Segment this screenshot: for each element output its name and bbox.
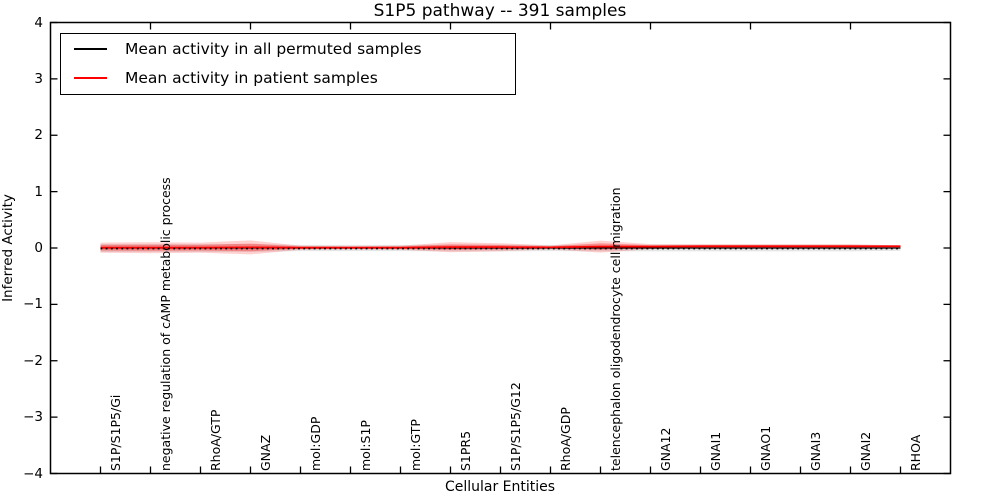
y-tick-label: −3	[23, 409, 43, 426]
y-tick-label: −2	[23, 352, 43, 369]
y-tick-label: −4	[23, 465, 43, 482]
x-tick-label: negative regulation of cAMP metabolic pr…	[157, 177, 173, 471]
series-line-1	[100, 245, 901, 249]
y-tick-label: 3	[34, 70, 43, 87]
x-tick-label: S1PR5	[457, 430, 473, 471]
legend-label-patient: Mean activity in patient samples	[125, 68, 378, 87]
x-tick-label: GNAO1	[757, 425, 773, 471]
x-tick-label: mol:GDP	[307, 416, 323, 471]
x-tick-label: GNAI1	[707, 431, 723, 471]
x-tick-label: RhoA/GDP	[557, 407, 573, 471]
x-tick-label: S1P/S1P5/G12	[507, 382, 523, 471]
x-tick-label: GNA12	[657, 427, 673, 472]
y-tick-label: −1	[23, 296, 43, 313]
y-tick-label: 0	[34, 240, 43, 256]
x-tick-label: S1P/S1P5/Gi	[107, 394, 123, 471]
x-tick-label: telencephalon oligodendrocyte cell migra…	[607, 187, 623, 471]
legend-entry-permuted: Mean activity in all permuted samples	[61, 34, 515, 63]
x-tick-label: mol:S1P	[357, 420, 373, 471]
legend: Mean activity in all permuted samples Me…	[60, 33, 516, 95]
patient-line-swatch	[74, 76, 107, 79]
x-tick-label: GNAZ	[257, 434, 273, 471]
chart-title: S1P5 pathway -- 391 samples	[373, 1, 627, 21]
x-tick-label: RhoA/GTP	[207, 409, 223, 471]
x-tick-label: GNAI3	[807, 431, 823, 471]
x-tick-label: GNAI2	[857, 431, 873, 471]
legend-entry-patient: Mean activity in patient samples	[61, 63, 515, 92]
permuted-line-swatch	[74, 47, 107, 50]
x-tick-label: RHOA	[907, 434, 923, 471]
x-axis-label: Cellular Entities	[444, 479, 556, 495]
y-tick-label: 1	[34, 183, 43, 200]
legend-label-permuted: Mean activity in all permuted samples	[125, 39, 422, 58]
x-tick-label: mol:GTP	[407, 419, 423, 471]
y-tick-label: 4	[34, 14, 43, 31]
y-tick-label: 2	[34, 127, 43, 144]
